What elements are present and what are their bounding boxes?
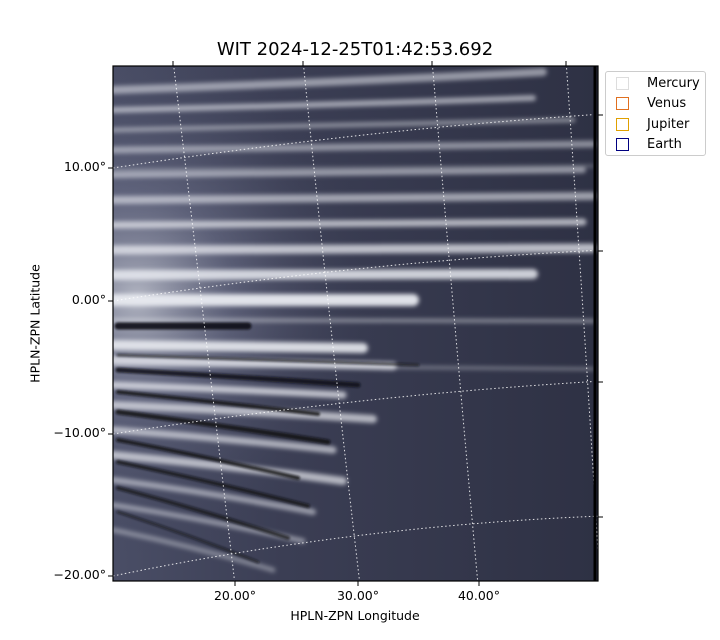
bottom-ticks — [234, 581, 480, 586]
legend-swatch — [616, 137, 629, 151]
dark-lane — [116, 486, 290, 540]
left-ticks — [108, 167, 113, 577]
streamer-ray — [113, 95, 536, 113]
streamer-ray — [113, 117, 576, 133]
legend-item-mercury: Mercury — [616, 74, 700, 92]
streamer-ray — [113, 381, 347, 399]
streamer-ray — [113, 401, 377, 423]
streamer-ray — [113, 269, 538, 280]
dark-lane — [116, 353, 420, 367]
dark-lane — [115, 367, 361, 388]
legend-label: Jupiter — [647, 116, 690, 132]
streamer-ray — [113, 243, 598, 255]
dark-lane — [116, 460, 310, 508]
streamer-ray — [113, 451, 347, 485]
legend-label: Earth — [647, 136, 682, 152]
streamer-ray — [113, 340, 368, 353]
streamer-ray — [113, 363, 595, 371]
y-tick-label: 0.00° — [71, 292, 106, 307]
legend-swatch — [616, 117, 629, 131]
dark-lane — [116, 438, 300, 480]
y-tick-label: 10.00° — [63, 159, 106, 174]
plot-frame — [112, 65, 599, 582]
legend-item-venus: Venus — [616, 94, 686, 112]
top-ticks — [172, 61, 567, 66]
y-tick-label: −10.00° — [53, 425, 106, 440]
x-tick-label: 20.00° — [213, 588, 257, 603]
right-ticks — [598, 114, 603, 518]
dark-lane — [115, 409, 331, 445]
streamer-ray — [113, 318, 595, 323]
coordinate-grid — [113, 66, 598, 581]
coronal-streamers — [113, 68, 598, 573]
streamer-ray — [113, 140, 597, 154]
streamer-ray — [113, 192, 597, 204]
legend-swatch — [616, 76, 629, 90]
dark-lane — [116, 390, 320, 416]
legend-swatch — [616, 96, 629, 110]
streamer-ray — [113, 527, 276, 573]
legend-item-jupiter: Jupiter — [616, 115, 689, 133]
streamer-ray — [113, 356, 397, 370]
streamer-ray — [113, 477, 316, 515]
streamer-ray — [113, 68, 547, 94]
x-tick-label: 40.00° — [457, 588, 501, 603]
dark-lanes — [114, 322, 420, 564]
legend-item-earth: Earth — [616, 135, 682, 153]
streamer-ray — [113, 426, 337, 454]
x-axis-label: HPLN-ZPN Longitude — [290, 608, 420, 623]
legend-label: Mercury — [647, 75, 700, 91]
legend: Mercury Venus Jupiter Earth — [605, 71, 706, 156]
streamer-ray — [113, 164, 595, 172]
y-axis-label: HPLN-ZPN Latitude — [27, 264, 43, 383]
legend-label: Venus — [647, 95, 687, 111]
figure-title: WIT 2024-12-25T01:42:53.692 — [216, 39, 494, 60]
x-tick-label: 30.00° — [336, 588, 380, 603]
y-tick-label: −20.00° — [53, 567, 106, 582]
streamer-ray — [113, 167, 586, 178]
dark-lane — [116, 510, 260, 564]
streamer-ray — [113, 218, 587, 229]
